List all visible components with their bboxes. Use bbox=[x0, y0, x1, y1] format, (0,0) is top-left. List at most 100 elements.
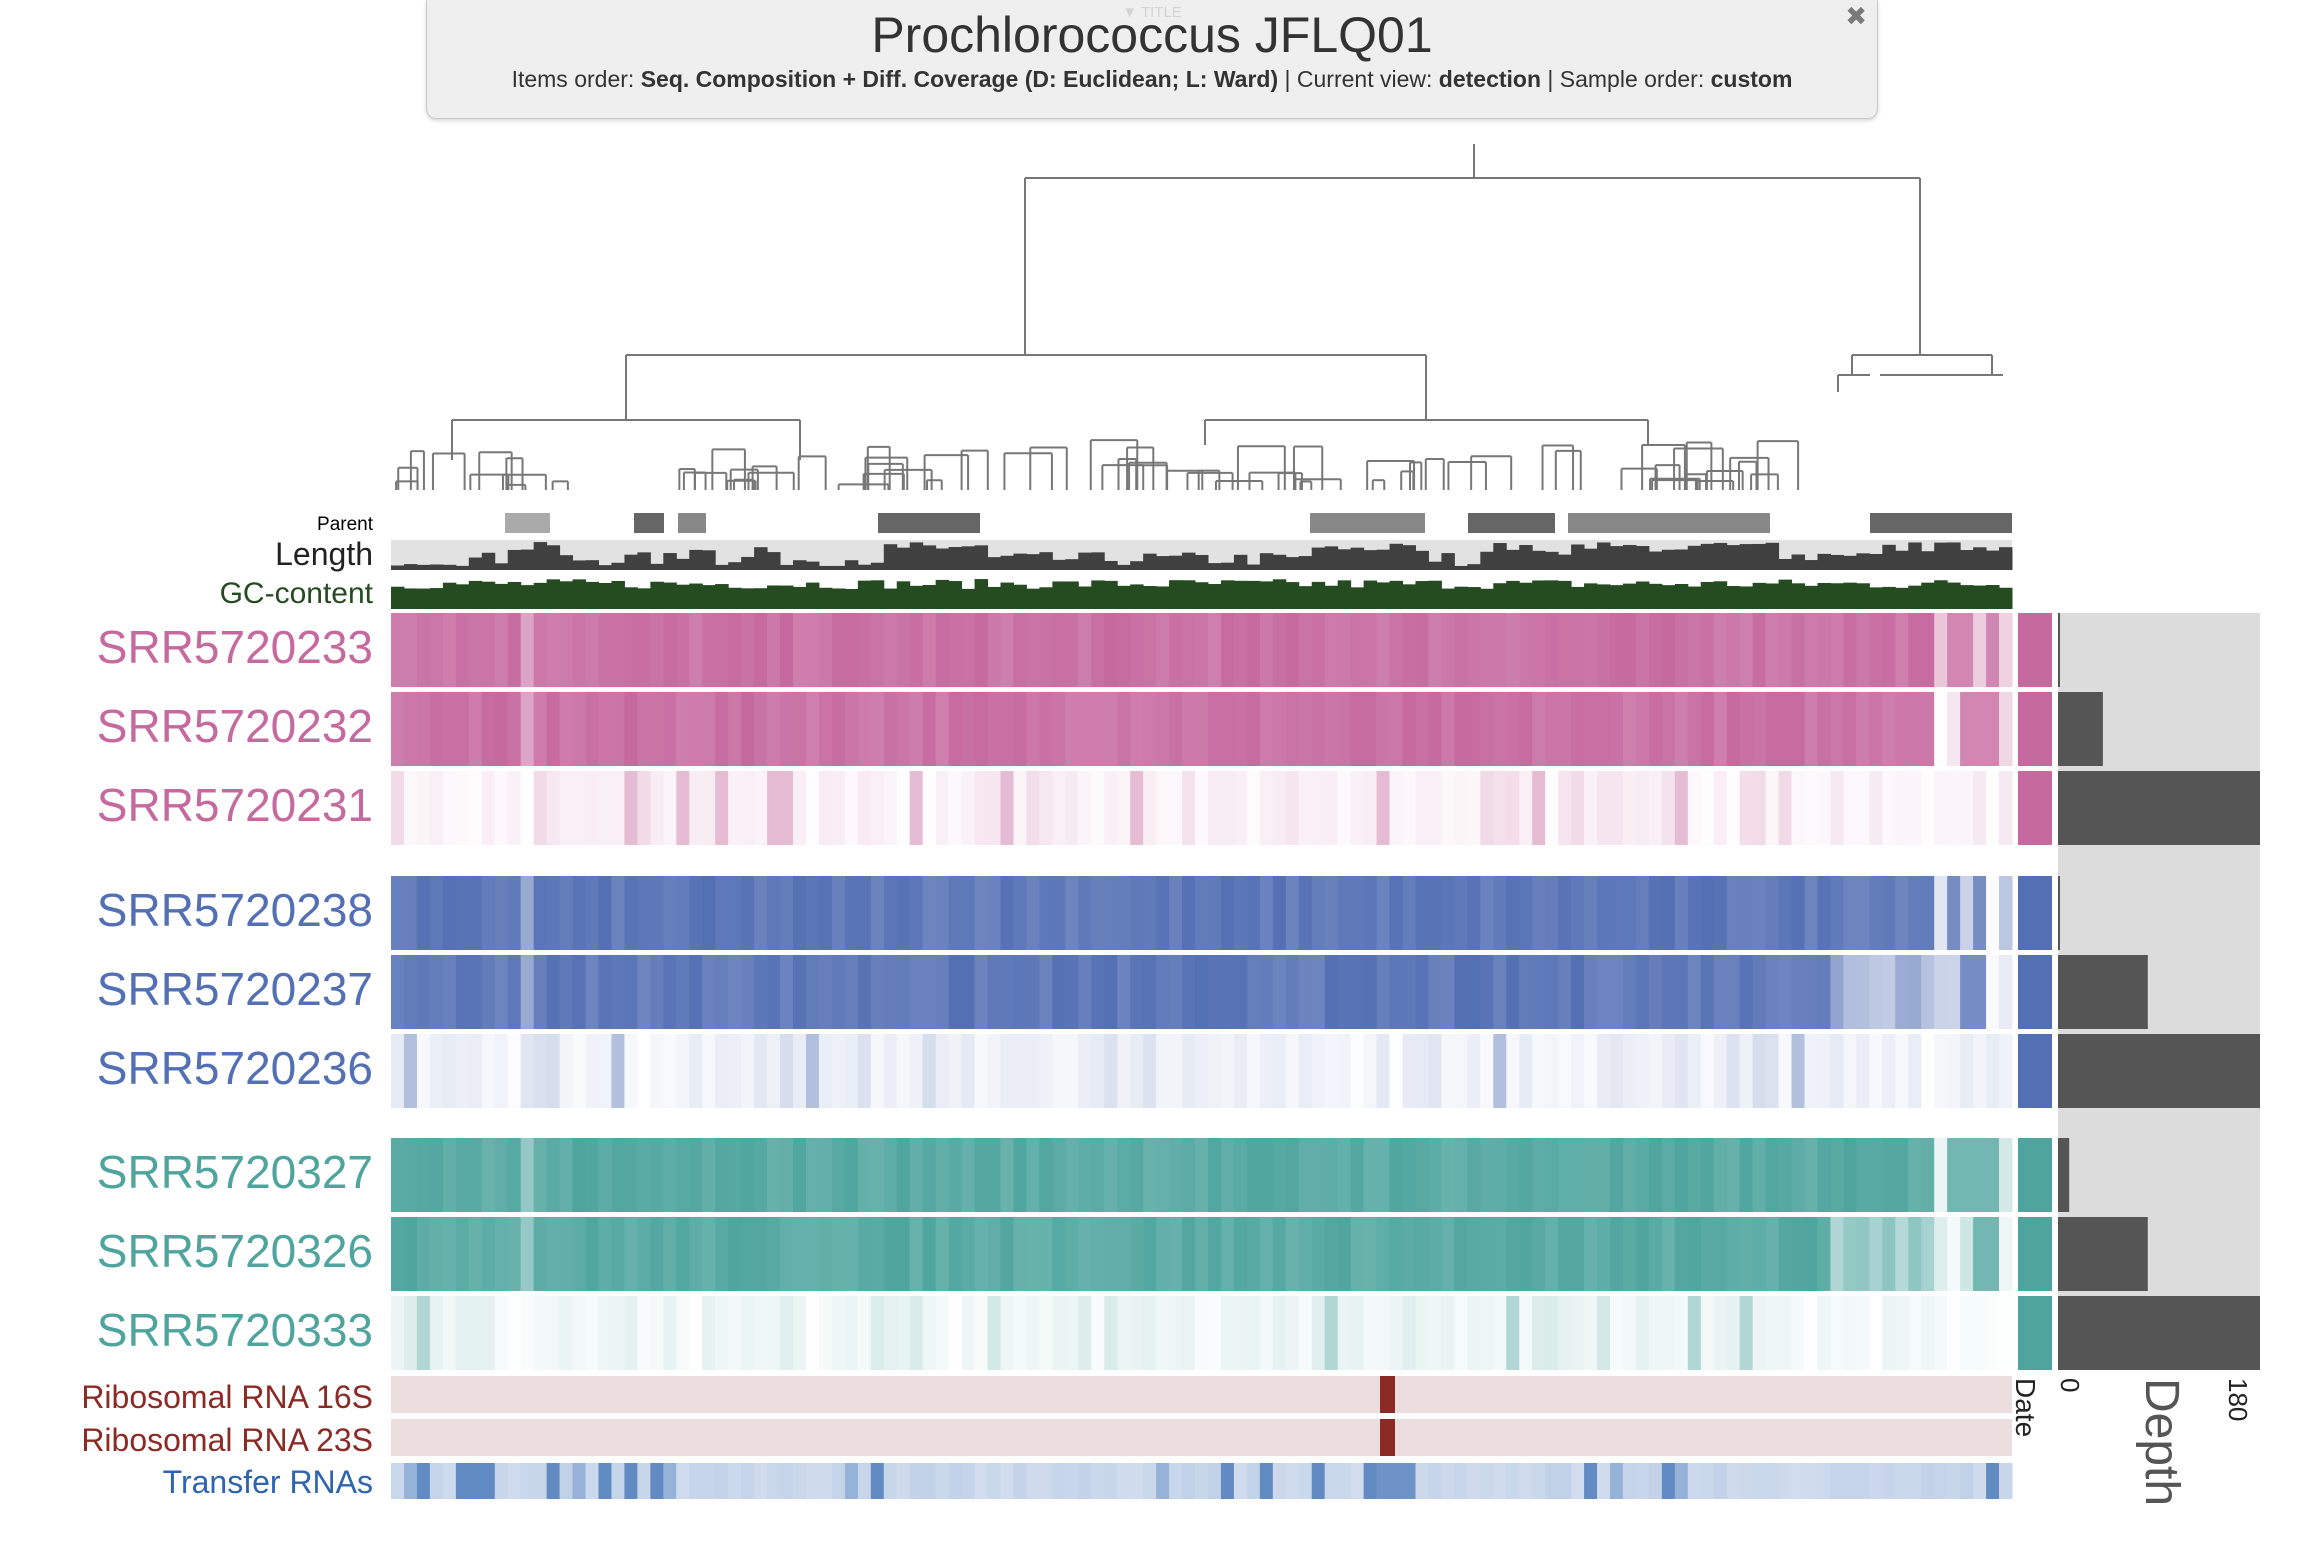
heatmap-cell[interactable] bbox=[1726, 771, 1741, 845]
heatmap-cell[interactable] bbox=[1324, 955, 1339, 1029]
heatmap-cell[interactable] bbox=[1207, 613, 1222, 687]
trna-cell[interactable] bbox=[689, 1463, 703, 1499]
heatmap-cell[interactable] bbox=[1026, 876, 1040, 950]
heatmap-cell[interactable] bbox=[1130, 1034, 1144, 1108]
heatmap-cell[interactable] bbox=[1817, 1138, 1831, 1212]
heatmap-cell[interactable] bbox=[481, 955, 496, 1029]
heatmap-cell[interactable] bbox=[1558, 613, 1572, 687]
heatmap-cell[interactable] bbox=[520, 1034, 535, 1108]
heatmap-cell[interactable] bbox=[1674, 955, 1689, 1029]
heatmap-cell[interactable] bbox=[1233, 1138, 1248, 1212]
heatmap-cell[interactable] bbox=[1169, 613, 1183, 687]
heatmap-cell[interactable] bbox=[442, 692, 457, 766]
heatmap-cell[interactable] bbox=[780, 613, 794, 687]
heatmap-cell[interactable] bbox=[1428, 613, 1442, 687]
heatmap-cell[interactable] bbox=[1026, 692, 1040, 766]
heatmap-cell[interactable] bbox=[1791, 1296, 1806, 1370]
heatmap-cell[interactable] bbox=[793, 955, 807, 1029]
heatmap-cell[interactable] bbox=[1869, 1138, 1883, 1212]
heatmap-cell[interactable] bbox=[1130, 876, 1144, 950]
heatmap-cell[interactable] bbox=[1117, 955, 1131, 1029]
heatmap-cell[interactable] bbox=[780, 692, 794, 766]
trna-cell[interactable] bbox=[1519, 1463, 1533, 1499]
heatmap-cell[interactable] bbox=[1130, 1296, 1144, 1370]
heatmap-cell[interactable] bbox=[1065, 1138, 1079, 1212]
trna-cell[interactable] bbox=[1960, 1463, 1974, 1499]
heatmap-cell[interactable] bbox=[598, 1138, 612, 1212]
heatmap-cell[interactable] bbox=[403, 876, 418, 950]
heatmap-cell[interactable] bbox=[663, 876, 677, 950]
heatmap-cell[interactable] bbox=[1104, 692, 1118, 766]
heatmap-cell[interactable] bbox=[1739, 955, 1754, 1029]
heatmap-cell[interactable] bbox=[1246, 876, 1261, 950]
rrna-23s-hit[interactable] bbox=[1380, 1419, 1395, 1456]
heatmap-cell[interactable] bbox=[1207, 1296, 1222, 1370]
heatmap-cell[interactable] bbox=[1078, 1296, 1092, 1370]
heatmap-cell[interactable] bbox=[870, 1034, 885, 1108]
heatmap-cell[interactable] bbox=[611, 955, 625, 1029]
heatmap-cell[interactable] bbox=[1804, 955, 1818, 1029]
trna-cell[interactable] bbox=[728, 1463, 742, 1499]
heatmap-cell[interactable] bbox=[1350, 955, 1365, 1029]
heatmap-cell[interactable] bbox=[585, 1138, 599, 1212]
heatmap-cell[interactable] bbox=[1220, 692, 1235, 766]
heatmap-cell[interactable] bbox=[1882, 876, 1896, 950]
heatmap-cell[interactable] bbox=[1999, 613, 2013, 687]
heatmap-cell[interactable] bbox=[1493, 876, 1507, 950]
heatmap-cell[interactable] bbox=[1104, 613, 1118, 687]
heatmap-cell[interactable] bbox=[1908, 1138, 1922, 1212]
heatmap-cell[interactable] bbox=[1143, 1296, 1157, 1370]
heatmap-cell[interactable] bbox=[844, 692, 859, 766]
heatmap-cell[interactable] bbox=[1298, 771, 1313, 845]
heatmap-cell[interactable] bbox=[1156, 1217, 1170, 1291]
heatmap-cell[interactable] bbox=[1233, 955, 1248, 1029]
sample-label[interactable]: SRR5720237 bbox=[97, 963, 373, 1015]
heatmap-cell[interactable] bbox=[676, 1138, 690, 1212]
heatmap-cell[interactable] bbox=[1337, 692, 1352, 766]
heatmap-cell[interactable] bbox=[1921, 771, 1935, 845]
trna-cell[interactable] bbox=[1156, 1463, 1170, 1499]
heatmap-cell[interactable] bbox=[1220, 1034, 1235, 1108]
trna-cell[interactable] bbox=[468, 1463, 483, 1499]
heatmap-cell[interactable] bbox=[1713, 771, 1728, 845]
heatmap-cell[interactable] bbox=[1415, 1034, 1429, 1108]
heatmap-cell[interactable] bbox=[1441, 955, 1455, 1029]
heatmap-cell[interactable] bbox=[1026, 955, 1040, 1029]
heatmap-cell[interactable] bbox=[1947, 1296, 1961, 1370]
heatmap-cell[interactable] bbox=[1467, 1138, 1481, 1212]
heatmap-cell[interactable] bbox=[1233, 692, 1248, 766]
heatmap-cell[interactable] bbox=[1973, 955, 1987, 1029]
trna-cell[interactable] bbox=[1635, 1463, 1650, 1499]
heatmap-cell[interactable] bbox=[1363, 1296, 1378, 1370]
heatmap-cell[interactable] bbox=[1999, 1034, 2013, 1108]
heatmap-cell[interactable] bbox=[805, 1034, 820, 1108]
heatmap-cell[interactable] bbox=[767, 1217, 781, 1291]
heatmap-cell[interactable] bbox=[793, 1034, 807, 1108]
heatmap-cell[interactable] bbox=[883, 1138, 898, 1212]
heatmap-cell[interactable] bbox=[598, 1296, 612, 1370]
heatmap-cell[interactable] bbox=[1272, 1034, 1287, 1108]
heatmap-cell[interactable] bbox=[1843, 1217, 1857, 1291]
heatmap-cell[interactable] bbox=[1973, 1138, 1987, 1212]
heatmap-cell[interactable] bbox=[637, 771, 651, 845]
heatmap-cell[interactable] bbox=[1674, 876, 1689, 950]
heatmap-cell[interactable] bbox=[1441, 1138, 1455, 1212]
heatmap-cell[interactable] bbox=[1856, 613, 1870, 687]
heatmap-cell[interactable] bbox=[1908, 1034, 1922, 1108]
heatmap-cell[interactable] bbox=[715, 771, 729, 845]
heatmap-cell[interactable] bbox=[1778, 1296, 1793, 1370]
heatmap-cell[interactable] bbox=[1921, 1217, 1935, 1291]
trna-cell[interactable] bbox=[1947, 1463, 1961, 1499]
heatmap-cell[interactable] bbox=[1285, 1138, 1300, 1212]
heatmap-cell[interactable] bbox=[1350, 1296, 1365, 1370]
heatmap-cell[interactable] bbox=[1661, 955, 1676, 1029]
heatmap-cell[interactable] bbox=[1726, 1296, 1741, 1370]
trna-cell[interactable] bbox=[857, 1463, 872, 1499]
heatmap-cell[interactable] bbox=[715, 613, 729, 687]
sample-label[interactable]: SRR5720236 bbox=[97, 1042, 373, 1094]
heatmap-cell[interactable] bbox=[1843, 1034, 1857, 1108]
heatmap-cell[interactable] bbox=[1934, 1034, 1948, 1108]
heatmap-cell[interactable] bbox=[1143, 1138, 1157, 1212]
heatmap-cell[interactable] bbox=[818, 1034, 833, 1108]
heatmap-cell[interactable] bbox=[1156, 613, 1170, 687]
